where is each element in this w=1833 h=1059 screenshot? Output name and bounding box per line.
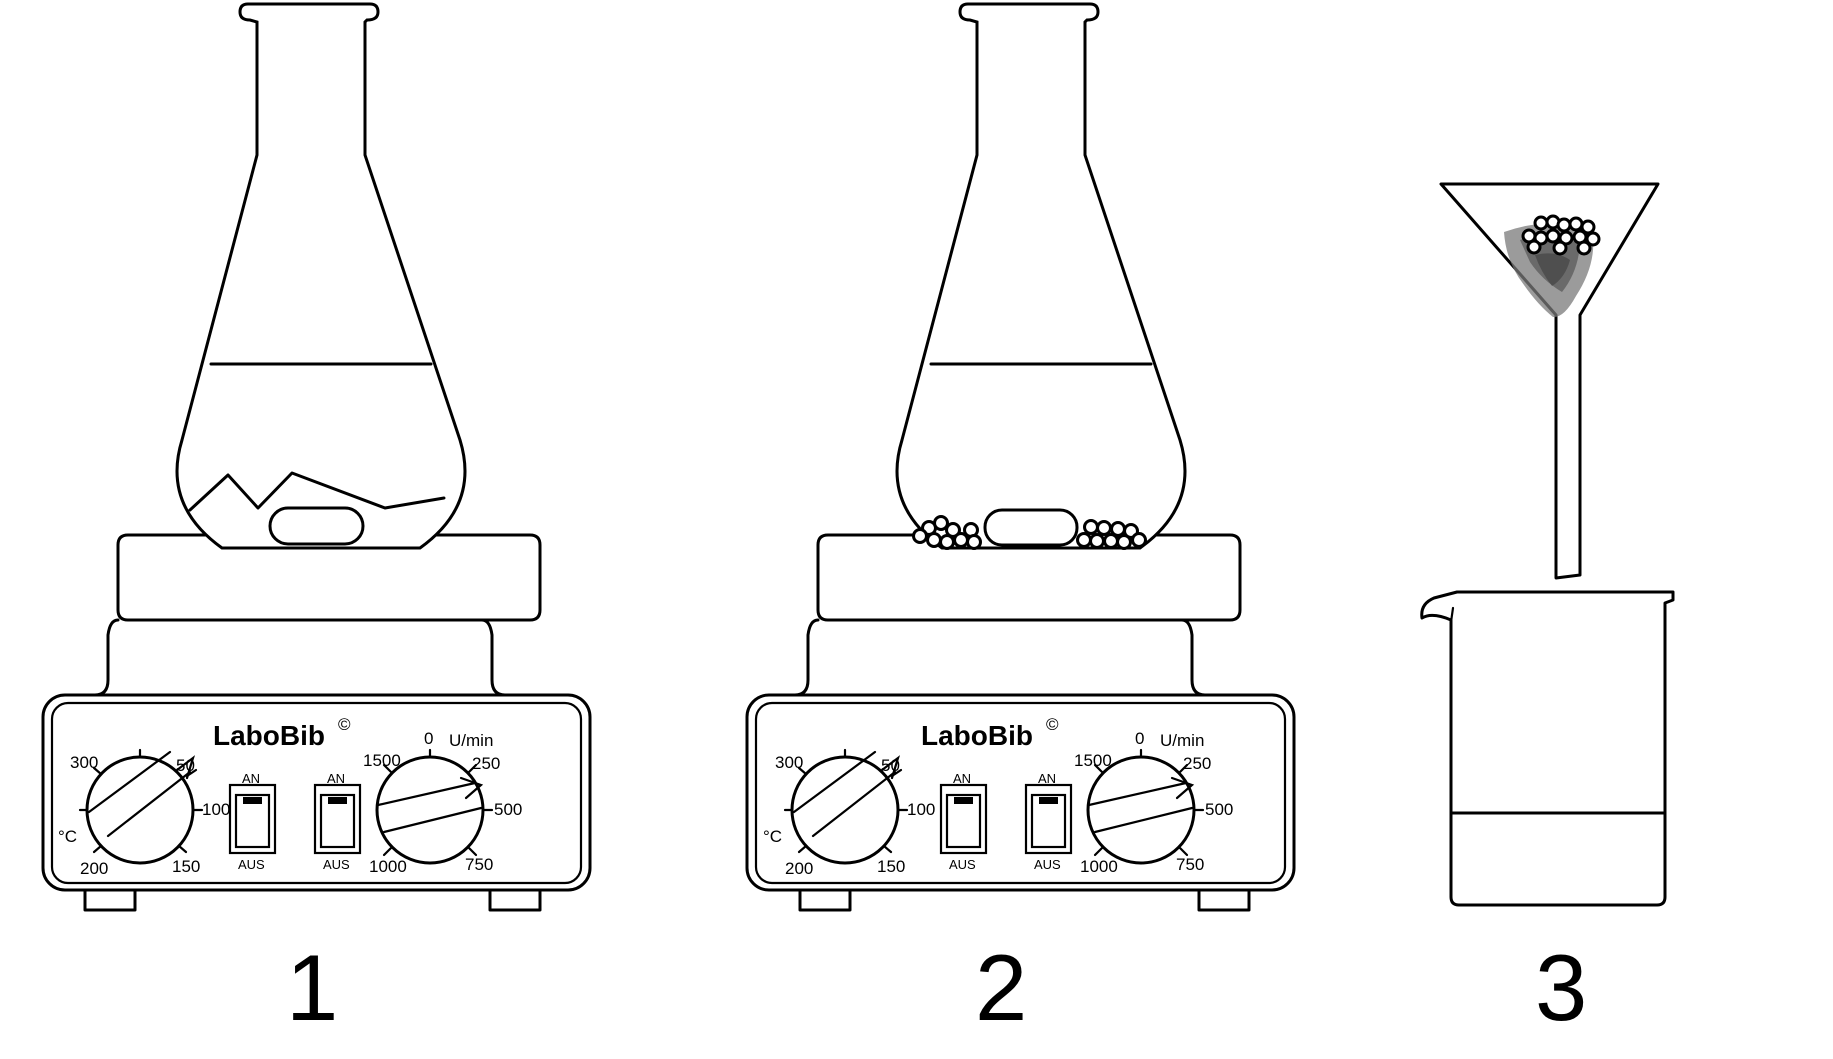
svg-text:AUS: AUS [949, 857, 976, 872]
stirrer-neck [93, 618, 507, 697]
step-number-1: 1 [286, 935, 338, 1040]
svg-text:AUS: AUS [238, 857, 265, 872]
temp-tick-150: 150 [172, 857, 200, 876]
heating-switch[interactable]: AN AUS [939, 771, 988, 872]
crystal-pellets-left [912, 515, 982, 550]
temp-tick-50: 50 [881, 756, 900, 775]
temp-tick-200: 200 [785, 859, 813, 878]
temp-unit: °C [58, 827, 77, 846]
magnetic-stirrer: LaboBib © 300 50 100 150 200 °C AN [745, 533, 1296, 912]
copyright-mark: © [1046, 715, 1059, 734]
stirrer-base [41, 693, 592, 892]
speed-tick-1000: 1000 [369, 857, 407, 876]
speed-tick-500: 500 [494, 800, 522, 819]
speed-tick-500: 500 [1205, 800, 1233, 819]
temp-tick-100: 100 [202, 800, 230, 819]
crystal-pellets-right [1076, 519, 1147, 550]
svg-text:AN: AN [953, 771, 971, 786]
speed-tick-0: 0 [1135, 729, 1144, 748]
speed-knob[interactable] [375, 748, 494, 865]
solid-crystals [188, 471, 446, 512]
control-panel [50, 701, 583, 885]
temp-tick-300: 300 [775, 753, 803, 772]
temperature-knob[interactable] [783, 748, 909, 865]
stirring-switch[interactable]: AN AUS [313, 771, 362, 872]
erlenmeyer-flask [175, 2, 467, 550]
stirrer-plate [116, 533, 542, 622]
speed-tick-250: 250 [1183, 754, 1211, 773]
stirrer-plate [816, 533, 1242, 622]
stirrer-neck [793, 618, 1207, 697]
temperature-knob[interactable] [78, 748, 204, 865]
speed-knob[interactable] [1086, 748, 1205, 865]
heating-switch[interactable]: AN AUS [228, 771, 277, 872]
stirring-switch[interactable]: AN AUS [1024, 771, 1073, 872]
temp-tick-200: 200 [80, 859, 108, 878]
stirrer-foot-left [83, 888, 137, 912]
speed-tick-250: 250 [472, 754, 500, 773]
svg-text:AUS: AUS [323, 857, 350, 872]
speed-tick-1000: 1000 [1080, 857, 1118, 876]
panel-2: LaboBib © 300 50 100 150 200 °C AN [745, 2, 1296, 1040]
stirrer-base [745, 693, 1296, 892]
control-panel [754, 701, 1287, 885]
step-number-2: 2 [975, 935, 1027, 1040]
svg-text:AN: AN [242, 771, 260, 786]
stir-bar [983, 508, 1079, 547]
temp-tick-300: 300 [70, 753, 98, 772]
magnetic-stirrer: LaboBib © 300 50 100 150 200 °C [41, 533, 592, 912]
stirrer-foot-left [798, 888, 852, 912]
beaker-spout-mark [1449, 606, 1455, 624]
erlenmeyer-flask [895, 2, 1187, 550]
brand-label: LaboBib [213, 720, 325, 751]
temp-tick-100: 100 [907, 800, 935, 819]
crystal-pellets-in-filter [1521, 214, 1601, 256]
stirrer-foot-right [488, 888, 542, 912]
funnel [1439, 182, 1660, 580]
panel-1: LaboBib © 300 50 100 150 200 °C [41, 2, 592, 1040]
speed-tick-750: 750 [1176, 855, 1204, 874]
brand-label: LaboBib [921, 720, 1033, 751]
speed-tick-0: 0 [424, 729, 433, 748]
speed-tick-750: 750 [465, 855, 493, 874]
speed-unit: U/min [1160, 731, 1204, 750]
speed-tick-1500: 1500 [363, 751, 401, 770]
speed-unit: U/min [449, 731, 493, 750]
stir-bar [268, 506, 365, 546]
speed-tick-1500: 1500 [1074, 751, 1112, 770]
temp-tick-50: 50 [176, 756, 195, 775]
copyright-mark: © [338, 715, 351, 734]
panel-3: 3 [1420, 182, 1675, 1040]
beaker [1420, 590, 1675, 907]
temp-unit: °C [763, 827, 782, 846]
svg-text:AN: AN [1038, 771, 1056, 786]
stirrer-foot-right [1197, 888, 1251, 912]
svg-text:AN: AN [327, 771, 345, 786]
temp-tick-150: 150 [877, 857, 905, 876]
step-number-3: 3 [1535, 935, 1587, 1040]
svg-text:AUS: AUS [1034, 857, 1061, 872]
